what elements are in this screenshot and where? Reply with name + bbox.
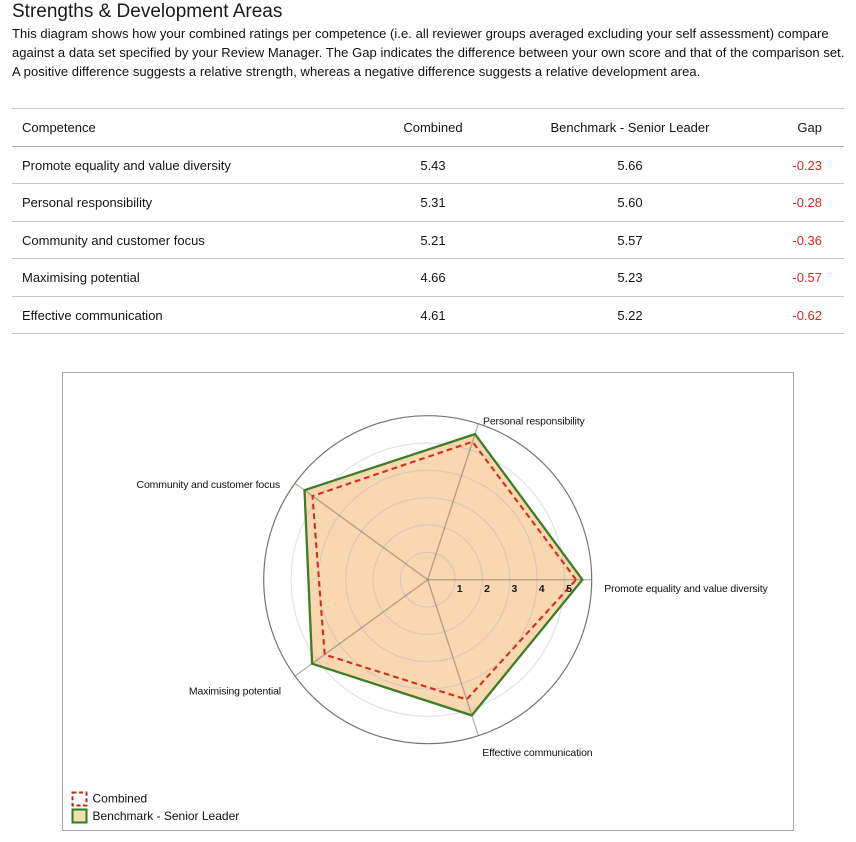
svg-text:Effective communication: Effective communication bbox=[482, 747, 592, 759]
svg-text:1: 1 bbox=[457, 583, 463, 595]
svg-text:Maximising potential: Maximising potential bbox=[189, 686, 281, 698]
svg-text:2: 2 bbox=[484, 583, 490, 595]
svg-text:Promote equality and value div: Promote equality and value diversity bbox=[604, 583, 768, 595]
svg-text:Benchmark - Senior Leader: Benchmark - Senior Leader bbox=[93, 809, 240, 823]
svg-text:Community and customer focus: Community and customer focus bbox=[137, 479, 280, 491]
svg-text:Combined: Combined bbox=[93, 792, 148, 806]
svg-text:3: 3 bbox=[511, 583, 517, 595]
svg-text:4: 4 bbox=[539, 583, 545, 595]
svg-text:5: 5 bbox=[566, 583, 572, 595]
svg-text:Personal responsibility: Personal responsibility bbox=[483, 416, 586, 428]
